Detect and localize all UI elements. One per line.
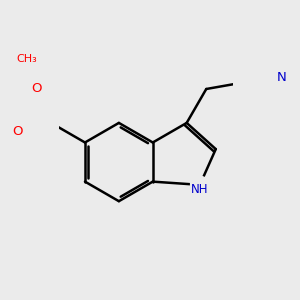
Text: NH: NH xyxy=(191,183,208,196)
Text: N: N xyxy=(277,71,286,84)
Text: O: O xyxy=(13,124,23,138)
Text: O: O xyxy=(32,82,42,95)
Text: CH₃: CH₃ xyxy=(16,54,37,64)
